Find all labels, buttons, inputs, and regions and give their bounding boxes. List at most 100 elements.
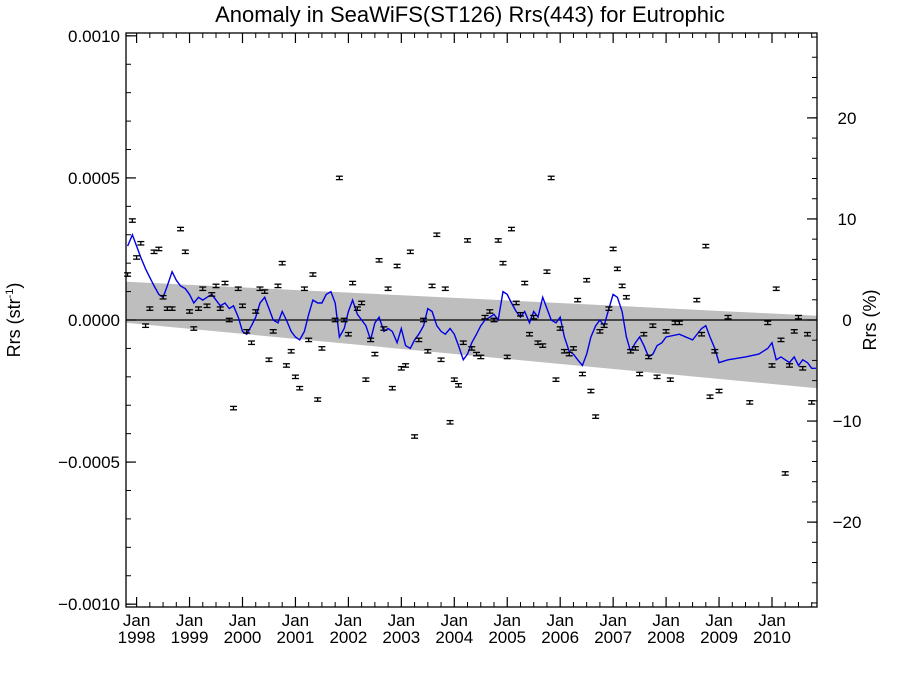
data-point — [464, 238, 472, 243]
data-point — [640, 331, 648, 337]
data-point — [587, 388, 595, 394]
data-point — [468, 346, 476, 351]
data-point — [706, 394, 714, 400]
data-point — [596, 329, 604, 334]
data-point — [274, 283, 282, 289]
data-point — [521, 280, 529, 286]
data-point — [433, 232, 441, 238]
data-point — [799, 365, 807, 371]
data-point — [622, 294, 630, 300]
data-point — [490, 317, 498, 323]
data-point — [556, 326, 564, 331]
data-point — [675, 320, 683, 326]
axes-layer: 0.00100.00050.0000−0.0005−0.001020100−10… — [58, 27, 861, 647]
smooth-line — [126, 232, 816, 369]
x-tick-year-label: 2000 — [224, 628, 262, 647]
y-axis-left-label: Rrs (str-1) — [4, 283, 24, 358]
data-point — [499, 260, 507, 266]
y-axis-left-label-sup: -1 — [4, 289, 16, 299]
x-tick-month-label: Jan — [705, 611, 732, 630]
y-axis-left-label-main: Rrs (str — [4, 298, 24, 357]
data-point — [402, 363, 410, 368]
data-point — [781, 471, 789, 476]
data-point — [216, 306, 224, 311]
data-point — [300, 286, 308, 292]
data-point — [181, 249, 189, 255]
data-point — [569, 346, 577, 351]
y-tick-left-label: 0.0000 — [68, 311, 120, 330]
data-point — [481, 314, 489, 320]
data-point — [229, 405, 237, 411]
data-point — [618, 283, 626, 289]
data-point — [318, 346, 326, 351]
data-point — [137, 240, 145, 246]
data-point — [446, 419, 454, 425]
data-point — [265, 357, 273, 363]
y-tick-right-label: 0 — [842, 311, 851, 330]
data-point — [177, 226, 185, 232]
data-point — [803, 331, 811, 337]
data-point — [252, 309, 260, 314]
x-tick-year-label: 2008 — [647, 628, 685, 647]
x-tick-year-label: 1998 — [118, 628, 156, 647]
y-axis-left-label-close: ) — [4, 283, 24, 289]
data-point — [287, 348, 295, 354]
data-point — [353, 306, 361, 311]
data-point — [636, 371, 644, 377]
x-tick-month-label: Jan — [282, 611, 309, 630]
y-tick-left-label: −0.0005 — [58, 453, 120, 472]
data-point — [428, 283, 436, 289]
data-point — [666, 377, 674, 383]
x-tick-year-label: 2001 — [277, 628, 315, 647]
data-point — [349, 280, 357, 286]
data-point — [168, 306, 176, 311]
x-tick-month-label: Jan — [494, 611, 521, 630]
x-tick-year-label: 1999 — [171, 628, 209, 647]
data-point — [459, 340, 467, 346]
chart-title: Anomaly in SeaWiFS(ST126) Rrs(443) for E… — [215, 2, 725, 27]
data-point — [702, 243, 710, 249]
data-point — [331, 317, 339, 323]
x-tick-year-label: 2010 — [753, 628, 791, 647]
data-point — [212, 283, 220, 289]
data-point — [190, 326, 198, 331]
x-tick-year-label: 2005 — [488, 628, 526, 647]
x-tick-month-label: Jan — [229, 611, 256, 630]
trend-band — [126, 281, 817, 389]
data-point — [794, 314, 802, 320]
data-point — [649, 323, 657, 329]
x-tick-month-label: Jan — [388, 611, 415, 630]
data-point — [455, 383, 463, 388]
data-point — [768, 363, 776, 368]
data-point — [225, 317, 233, 323]
data-point — [208, 292, 216, 297]
x-tick-month-label: Jan — [599, 611, 626, 630]
data-point — [578, 371, 586, 377]
data-point — [128, 218, 136, 223]
x-tick-year-label: 2002 — [329, 628, 367, 647]
data-point — [133, 255, 141, 260]
data-point — [724, 314, 732, 320]
data-point — [296, 385, 304, 391]
data-point — [375, 257, 383, 263]
data-point — [384, 286, 392, 292]
data-point — [552, 377, 560, 383]
data-point — [221, 280, 229, 286]
data-point — [269, 329, 277, 334]
data-point — [503, 354, 511, 360]
x-tick-month-label: Jan — [652, 611, 679, 630]
data-point — [420, 317, 428, 323]
data-point — [203, 303, 211, 309]
data-point — [243, 329, 251, 334]
data-point — [278, 260, 286, 266]
data-point — [238, 303, 246, 309]
data-point — [195, 306, 203, 311]
data-point — [530, 314, 538, 320]
data-point — [371, 351, 379, 357]
data-point — [790, 329, 798, 334]
data-point — [380, 326, 388, 331]
data-point — [282, 363, 290, 368]
data-point — [507, 226, 515, 232]
data-points-layer — [124, 175, 816, 476]
smooth-line-layer — [126, 232, 816, 369]
